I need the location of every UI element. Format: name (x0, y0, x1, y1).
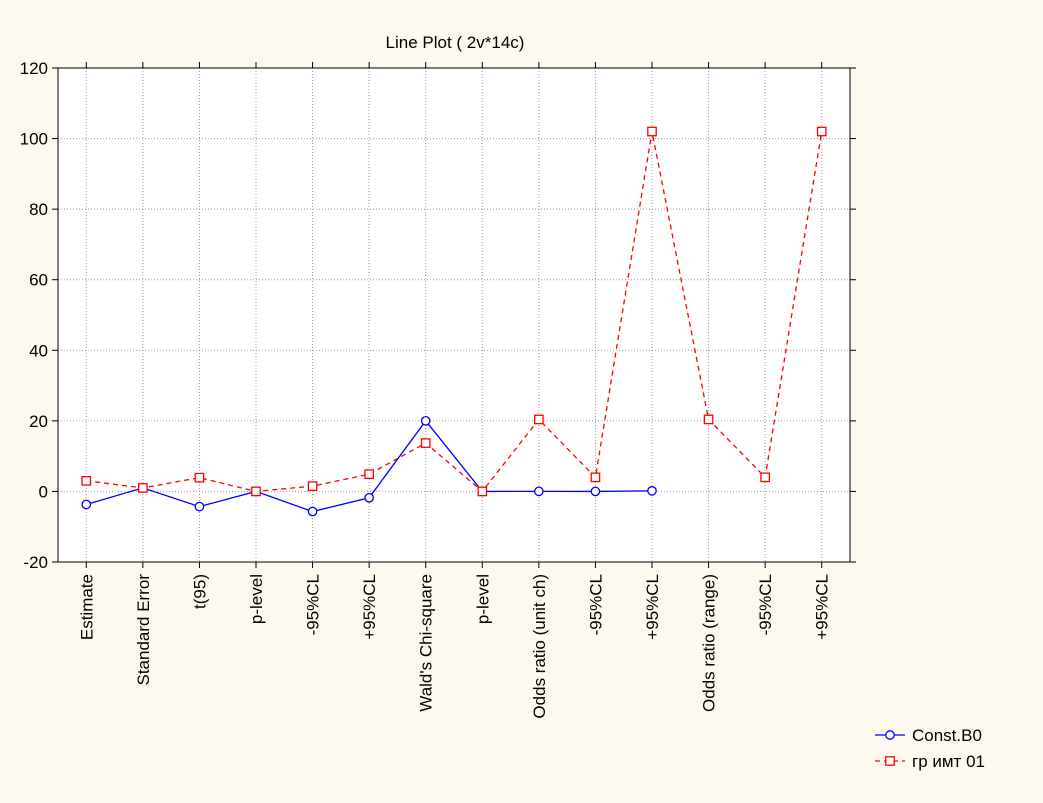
data-point (251, 486, 261, 497)
data-point (194, 472, 205, 483)
chart-title: Line Plot ( 2v*14c) (386, 33, 525, 52)
x-tick-label: Estimate (77, 574, 96, 640)
data-point (760, 472, 770, 483)
data-point (703, 414, 714, 425)
data-point (307, 481, 318, 491)
x-tick-label: -95%CL (586, 574, 605, 635)
x-tick-label: -95%CL (304, 574, 323, 635)
data-point (194, 501, 205, 512)
legend-label: гр имт 01 (912, 752, 985, 771)
x-tick-label: +95%CL (813, 574, 832, 640)
y-tick-label: 120 (20, 59, 48, 78)
x-tick-label: Wald's Chi-square (417, 574, 436, 712)
series-1 (81, 126, 827, 497)
x-tick-label: Odds ratio (range) (700, 574, 719, 712)
data-point (81, 499, 92, 510)
y-axis: -20 0 20 40 60 80 100 120 (20, 59, 856, 572)
series-layer (81, 126, 827, 517)
y-tick-label: 60 (29, 271, 48, 290)
x-tick-label: -95%CL (756, 574, 775, 635)
x-tick-label: +95%CL (643, 574, 662, 640)
data-point (590, 486, 601, 497)
legend-marker (885, 756, 895, 766)
data-point (477, 486, 488, 497)
x-tick-label: Standard Error (134, 574, 153, 686)
y-tick-label: 100 (20, 130, 48, 149)
y-tick-label: 40 (29, 341, 48, 360)
data-point (534, 486, 544, 497)
data-point (364, 469, 374, 479)
x-tick-label: t(95) (190, 574, 209, 609)
data-point (534, 414, 544, 425)
data-point (420, 416, 431, 426)
x-tick-label: p-level (247, 574, 266, 624)
data-point (307, 506, 318, 517)
y-tick-label: 80 (29, 200, 48, 219)
x-tick-label: Odds ratio (unit ch) (530, 574, 549, 719)
data-point (816, 126, 827, 137)
data-point (81, 475, 92, 486)
x-tick-label: +95%CL (360, 574, 379, 640)
data-point (138, 483, 148, 493)
plot-border (57, 67, 851, 563)
y-tick-label: 20 (29, 412, 48, 431)
x-tick-label: p-level (473, 574, 492, 624)
legend-marker (885, 730, 895, 740)
data-point (647, 486, 657, 496)
legend: Const.B0 гр имт 01 (875, 726, 985, 771)
legend-label: Const.B0 (912, 726, 982, 745)
plot-frame (58, 68, 850, 562)
data-point (590, 472, 601, 483)
data-point (364, 492, 374, 503)
y-tick-label: -20 (23, 553, 48, 572)
series-line (86, 131, 823, 493)
data-point (647, 126, 657, 137)
data-point (420, 438, 431, 448)
x-axis: Estimate Standard Error t(95) p-level -95%CL… (77, 62, 832, 719)
y-tick-label: 0 (39, 482, 48, 501)
